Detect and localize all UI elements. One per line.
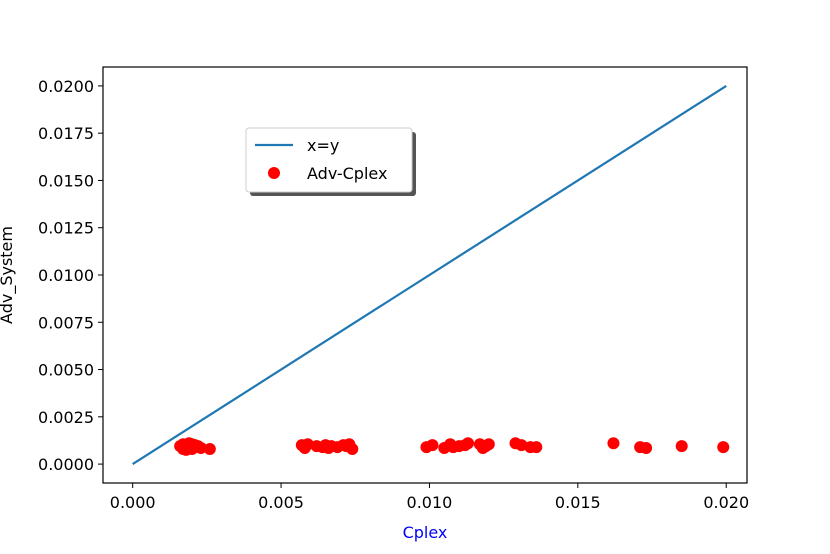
legend-marker-adv-cplex [268,167,280,179]
x-tick-label: 0.020 [703,493,749,512]
y-tick-label: 0.0025 [38,408,94,427]
legend-label-adv-cplex: Adv-Cplex [307,164,387,183]
x-tick-label: 0.010 [407,493,453,512]
scatter-point [426,439,439,452]
scatter-point [482,438,495,451]
x-tick-label: 0.000 [110,493,156,512]
series-line-x-equals-y [132,84,727,466]
scatter-point [530,441,543,454]
scatter-point [675,440,688,453]
scatter-point [640,442,653,455]
scatter-point [301,438,314,451]
scatter-point [515,439,528,452]
scatter-point [717,441,730,454]
x-axis-label: Cplex [403,523,448,542]
y-tick-label: 0.0000 [38,455,94,474]
y-axis-ticks: 0.0000 0.0025 0.0050 0.0075 0.0100 0.0125 0.01… [38,77,103,474]
y-tick-label: 0.0150 [38,171,94,190]
x-tick-label: 0.015 [555,493,601,512]
y-axis-label: Adv_System [0,226,17,324]
legend: x=y Adv-Cplex [245,127,416,196]
legend-label-x-equals-y: x=y [307,136,339,155]
y-tick-label: 0.0050 [38,361,94,380]
y-tick-label: 0.0200 [38,77,94,96]
scatter-point [203,442,216,455]
scatter-point [607,437,620,450]
y-tick-label: 0.0125 [38,219,94,238]
scatter-point [194,442,207,455]
y-tick-label: 0.0175 [38,124,94,143]
scatter-point [346,442,359,455]
x-tick-label: 0.005 [258,493,304,512]
plot-area [132,84,730,466]
y-tick-label: 0.0075 [38,313,94,332]
scatter-point [462,437,475,450]
x-axis-ticks: 0.000 0.005 0.010 0.015 0.020 [110,483,749,512]
y-tick-label: 0.0100 [38,266,94,285]
